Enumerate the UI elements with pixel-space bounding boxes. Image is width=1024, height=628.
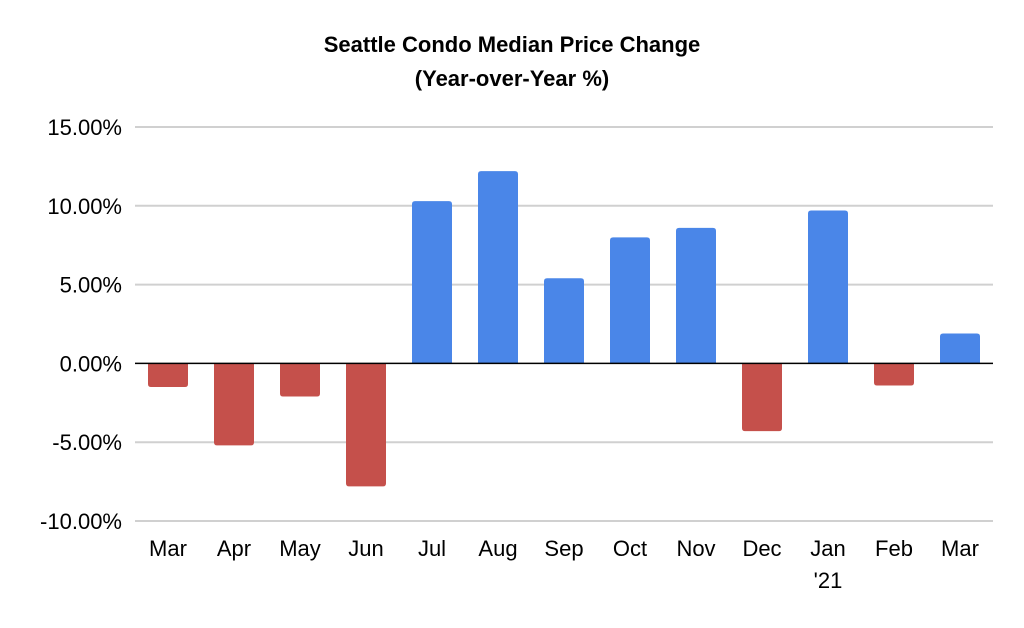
bar-may-2 (280, 363, 320, 397)
y-axis-tick-labels: 15.00% 10.00% 5.00% 0.00% -5.00% -10.00% (40, 115, 122, 534)
chart-subtitle: (Year-over-Year %) (414, 66, 610, 91)
chart-title-block: Seattle Condo Median Price Change (Year-… (0, 28, 1024, 96)
bar-jul-4 (412, 201, 452, 364)
y-tick-label: 15.00% (47, 115, 122, 140)
bar-mar-12 (940, 333, 980, 364)
bar-dec-9 (742, 363, 782, 432)
chart-title: Seattle Condo Median Price Change (323, 32, 701, 57)
x-tick-label: Jul (418, 536, 446, 561)
x-tick-label: Apr (217, 536, 251, 561)
x-tick-label: Oct (613, 536, 647, 561)
x-tick-label: Jun (348, 536, 383, 561)
x-tick-label: Mar (149, 536, 187, 561)
x-tick-label: Nov (676, 536, 715, 561)
bar-aug-5 (478, 171, 518, 364)
bar-sep-6 (544, 278, 584, 364)
bar-nov-8 (676, 227, 716, 364)
bar-jan-10 (808, 210, 848, 364)
bar-apr-1 (214, 363, 254, 446)
bar-oct-7 (610, 237, 650, 364)
y-tick-label: -5.00% (52, 430, 122, 455)
y-tick-label: -10.00% (40, 509, 122, 534)
x-tick-label: Sep (544, 536, 583, 561)
x-tick-label: Mar (941, 536, 979, 561)
bar-mar-0 (148, 363, 188, 388)
y-tick-label: 5.00% (60, 273, 122, 298)
x-tick-label: Feb (875, 536, 913, 561)
x-axis-tick-labels: Mar Apr May Jun Jul Aug Sep Oct Nov Dec Jan '21 Feb M… (149, 536, 979, 593)
x-tick-label: Jan (810, 536, 845, 561)
x-tick-label: Dec (742, 536, 781, 561)
bar-jun-3 (346, 363, 386, 487)
y-tick-label: 10.00% (47, 194, 122, 219)
x-tick-label: May (279, 536, 321, 561)
bar-feb-11 (874, 363, 914, 386)
y-tick-label: 0.00% (60, 351, 122, 376)
x-tick-label: Aug (478, 536, 517, 561)
x-tick-sublabel: '21 (814, 568, 843, 593)
bars (148, 171, 980, 487)
